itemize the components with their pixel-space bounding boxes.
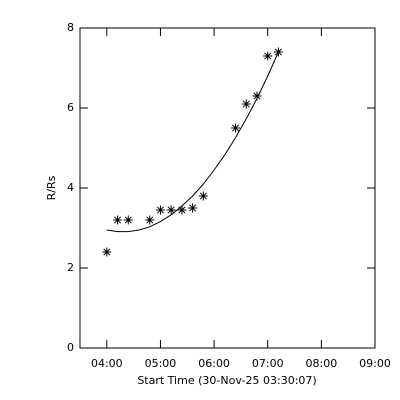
data-point bbox=[155, 205, 165, 215]
data-point bbox=[198, 191, 208, 201]
data-point bbox=[241, 99, 251, 109]
x-tick-label: 07:00 bbox=[252, 357, 284, 370]
y-tick-label: 2 bbox=[67, 261, 74, 274]
x-tick-label: 06:00 bbox=[198, 357, 230, 370]
x-tick-label: 04:00 bbox=[91, 357, 123, 370]
data-point bbox=[188, 203, 198, 213]
y-tick-label: 6 bbox=[67, 101, 74, 114]
data-point bbox=[145, 215, 155, 225]
data-point bbox=[102, 247, 112, 257]
y-tick-label: 0 bbox=[67, 341, 74, 354]
x-tick-label: 08:00 bbox=[306, 357, 338, 370]
data-point bbox=[177, 205, 187, 215]
data-point bbox=[123, 215, 133, 225]
data-point bbox=[231, 123, 241, 133]
data-point bbox=[263, 51, 273, 61]
data-point bbox=[252, 91, 262, 101]
data-point bbox=[113, 215, 123, 225]
y-tick-label: 4 bbox=[67, 181, 74, 194]
data-point bbox=[273, 47, 283, 57]
y-tick-label: 8 bbox=[67, 21, 74, 34]
x-tick-label: 09:00 bbox=[359, 357, 391, 370]
plot-frame bbox=[79, 27, 376, 349]
x-tick-label: 05:00 bbox=[145, 357, 177, 370]
data-point bbox=[166, 205, 176, 215]
y-axis-label: R/Rs bbox=[45, 175, 58, 200]
x-axis-label: Start Time (30-Nov-25 03:30:07) bbox=[137, 374, 316, 387]
fit-curve bbox=[106, 51, 279, 233]
